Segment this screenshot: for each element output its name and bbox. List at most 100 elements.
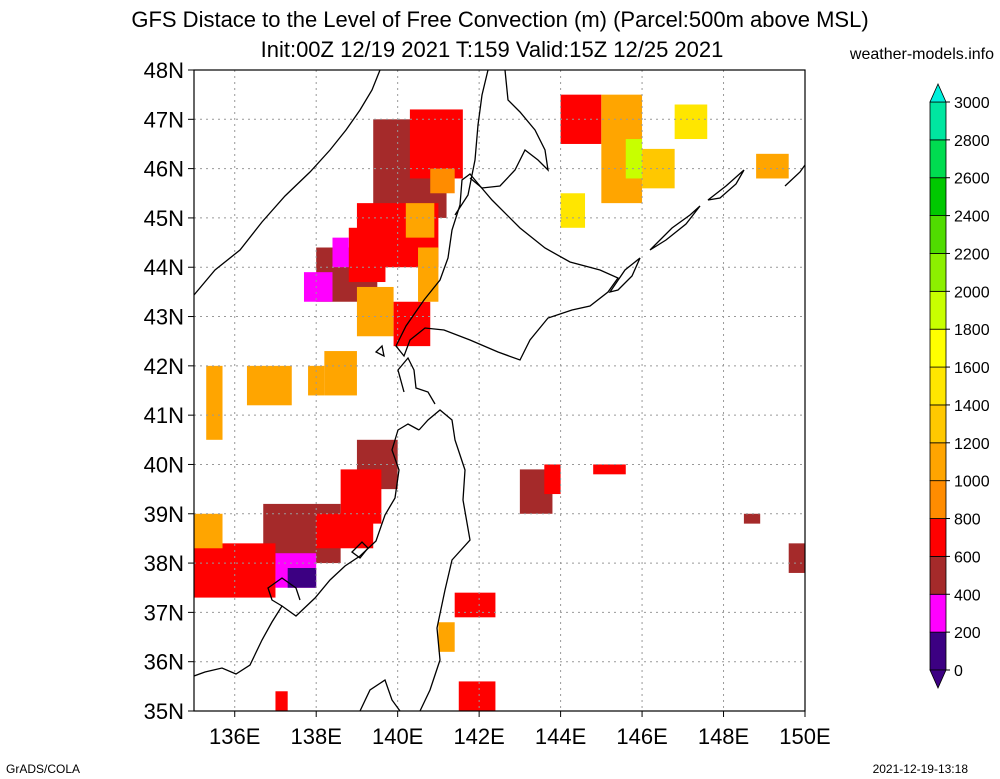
colorbar-swatch (929, 556, 947, 595)
lat-tick-label: 46N (144, 157, 184, 182)
colorbar-swatch (929, 631, 947, 671)
lat-tick-label: 38N (144, 551, 184, 576)
colorbar-label: 1200 (954, 436, 990, 453)
field-patch-31 (674, 104, 708, 140)
footer-software: GrADS/COLA (6, 762, 81, 776)
coastline-okushiri (374, 344, 385, 358)
lon-tick-label: 146E (616, 724, 667, 749)
colorbar-label: 600 (954, 549, 981, 566)
coastline-russia (194, 70, 381, 296)
field-patch-37 (788, 543, 805, 573)
lat-tick-label: 43N (144, 305, 184, 330)
coastline-kurils-north (707, 164, 805, 201)
coastline-shimokita (397, 356, 436, 405)
field-patch-34 (438, 622, 455, 652)
field-patch-7 (356, 286, 394, 337)
colorbar-label: 2000 (954, 284, 990, 301)
coastline-honshu-east (418, 409, 471, 711)
colorbar-label: 2800 (954, 133, 990, 150)
field-patch-23 (316, 513, 374, 549)
map-frame (193, 69, 806, 712)
colorbar-swatch (929, 328, 947, 368)
field-patch-8 (303, 272, 333, 302)
colorbar-label: 1400 (954, 398, 990, 415)
colorbar-swatch (929, 139, 947, 179)
lat-tick-label: 47N (144, 107, 184, 132)
colorbar-swatch (929, 177, 947, 217)
colorbar-under-arrow (929, 669, 947, 689)
colorbar-swatch (929, 253, 947, 292)
lat-tick-label: 41N (144, 403, 184, 428)
lat-tick-label: 35N (144, 699, 184, 724)
lon-tick-label: 150E (779, 724, 830, 749)
colorbar-swatch (929, 442, 947, 482)
colorbar: 0 200 400 600 800 1000 1200 1400 1600 1800 2000 220… (929, 83, 990, 689)
colorbar-swatch (929, 215, 947, 254)
chart-subtitle: Init:00Z 12/19 2021 T:159 Valid:15Z 12/2… (260, 37, 724, 62)
field-patch-11 (418, 247, 439, 302)
coastline-sakhalin (454, 70, 549, 216)
coastline-noto (267, 577, 301, 607)
colorbar-swatch (929, 290, 947, 330)
field-patch-36 (756, 153, 789, 179)
lat-tick-label: 42N (144, 354, 184, 379)
field-patch-14 (308, 365, 325, 396)
grid-layer (194, 70, 805, 711)
field-patch-20 (194, 513, 223, 549)
lat-tick-label: 40N (144, 452, 184, 477)
lat-tick-label: 36N (144, 650, 184, 675)
lat-tick-label: 45N (144, 206, 184, 231)
colorbar-swatch (929, 518, 947, 557)
lon-tick-label: 142E (453, 724, 504, 749)
field-patch-19 (194, 543, 276, 598)
colorbar-swatch (929, 366, 947, 406)
coastline-sado (351, 541, 369, 559)
lat-tick-label: 44N (144, 255, 184, 280)
colorbar-label: 800 (954, 512, 981, 529)
field-patch-15 (324, 351, 357, 396)
colorbar-over-arrow (929, 83, 947, 103)
footer-timestamp: 2021-12-19-13:18 (872, 762, 968, 776)
colorbar-swatch (929, 480, 947, 519)
field-patch-32 (560, 193, 586, 228)
axis-layer: 136E 138E 140E 142E 144E 146E 148E 150E 35N 36N 37… (144, 58, 831, 749)
colorbar-label: 2200 (954, 246, 990, 263)
field-patch-4 (430, 168, 455, 194)
colorbar-label: 3000 (954, 95, 990, 112)
colorbar-label: 1000 (954, 474, 990, 491)
field-patch-39 (275, 691, 288, 711)
colorbar-label: 1600 (954, 360, 990, 377)
field-layer (194, 94, 805, 711)
field-patch-38 (743, 513, 761, 524)
field-patch-12 (206, 365, 223, 440)
chart-title: GFS Distace to the Level of Free Convect… (131, 7, 869, 32)
field-patch-3 (405, 203, 435, 238)
field-patch-26 (593, 464, 626, 475)
coastline-honshu-west (194, 423, 420, 677)
field-patch-29 (625, 139, 643, 179)
lat-tick-label: 37N (144, 600, 184, 625)
lon-tick-label: 136E (209, 724, 260, 749)
lon-tick-label: 144E (535, 724, 586, 749)
map-background (194, 70, 805, 711)
lon-tick-label: 140E (372, 724, 423, 749)
coastline-hokkaido (395, 173, 619, 361)
lat-tick-label: 48N (144, 58, 184, 83)
site-credit: weather-models.info (849, 46, 994, 63)
colorbar-swatch (929, 404, 947, 444)
field-patch-25 (544, 464, 561, 495)
coastline-kurils-south (608, 205, 701, 294)
field-patch-35 (454, 592, 496, 618)
field-patch-6 (348, 227, 386, 283)
coastline-layer (194, 70, 805, 711)
field-patch-22 (287, 568, 317, 588)
colorbar-swatch (929, 593, 947, 633)
field-patch-13 (246, 365, 292, 406)
field-patch-2 (409, 109, 463, 179)
colorbar-label: 200 (954, 625, 981, 642)
colorbar-label: 1800 (954, 322, 990, 339)
colorbar-swatch (929, 101, 947, 141)
colorbar-label: 400 (954, 587, 981, 604)
field-patch-33 (458, 681, 496, 711)
